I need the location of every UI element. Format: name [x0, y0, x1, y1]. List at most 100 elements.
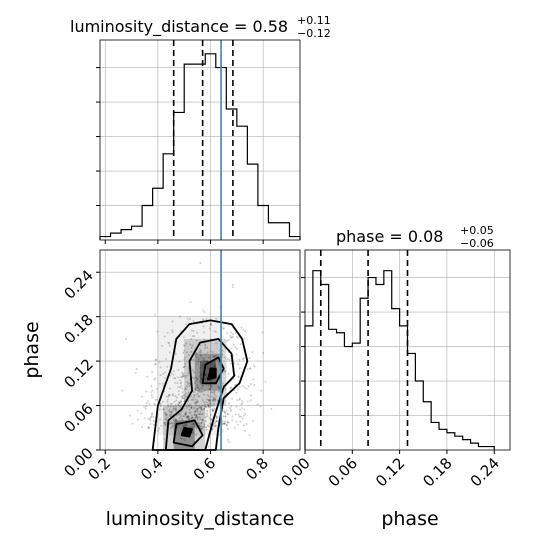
scatter-point	[207, 405, 210, 408]
scatter-point	[194, 353, 197, 356]
scatter-point	[221, 430, 224, 433]
scatter-point	[156, 330, 159, 333]
scatter-point	[226, 413, 229, 416]
scatter-point	[221, 327, 224, 330]
scatter-point	[185, 406, 188, 409]
scatter-point	[186, 416, 189, 419]
scatter-point	[209, 383, 212, 386]
scatter-point	[174, 408, 177, 411]
scatter-point	[196, 386, 199, 389]
scatter-point	[203, 423, 206, 426]
scatter-point	[150, 414, 153, 417]
scatter-point	[203, 331, 206, 334]
scatter-point	[172, 405, 175, 408]
scatter-point	[212, 354, 215, 357]
scatter-point	[145, 405, 148, 408]
scatter-point	[187, 391, 190, 394]
scatter-point	[231, 397, 234, 400]
scatter-point	[215, 331, 218, 334]
scatter-point	[203, 425, 206, 428]
scatter-point	[151, 370, 154, 373]
scatter-point	[181, 375, 184, 378]
scatter-point	[178, 413, 181, 416]
scatter-point	[211, 399, 214, 402]
scatter-point	[144, 407, 147, 410]
scatter-point	[222, 415, 225, 418]
scatter-point	[218, 386, 221, 389]
scatter-point	[160, 424, 163, 427]
scatter-point	[235, 335, 238, 338]
scatter-point	[173, 417, 176, 420]
scatter-point	[217, 361, 220, 364]
scatter-point	[154, 362, 157, 365]
scatter-point	[195, 426, 198, 429]
scatter-point	[204, 420, 207, 423]
scatter-point	[213, 355, 216, 358]
scatter-point	[167, 405, 170, 408]
scatter-point	[224, 370, 227, 373]
scatter-point	[201, 418, 204, 421]
scatter-point	[171, 329, 174, 332]
scatter-point	[187, 372, 190, 375]
scatter-point	[178, 360, 181, 363]
scatter-point	[226, 421, 229, 424]
scatter-point	[168, 351, 171, 354]
scatter-point	[174, 409, 177, 412]
scatter-point	[199, 354, 202, 357]
scatter-point	[237, 375, 240, 378]
phase-x-tick-label: 0.06	[325, 454, 361, 490]
scatter-point	[234, 346, 237, 349]
scatter-point	[166, 331, 169, 334]
scatter-point	[241, 358, 244, 361]
scatter-point	[201, 418, 204, 421]
scatter-point	[203, 338, 206, 341]
scatter-point	[190, 329, 193, 332]
scatter-point	[184, 387, 187, 390]
scatter-point	[193, 410, 196, 413]
scatter-point	[190, 417, 193, 420]
scatter-point	[204, 346, 207, 349]
scatter-point	[228, 407, 231, 410]
scatter-point	[193, 377, 196, 380]
scatter-point	[244, 412, 247, 415]
scatter-point	[193, 335, 196, 338]
scatter-point	[194, 388, 197, 391]
scatter-point	[249, 367, 252, 370]
scatter-point	[172, 394, 175, 397]
scatter-point	[199, 423, 202, 426]
scatter-point	[143, 405, 146, 408]
scatter-point	[214, 365, 217, 368]
scatter-point	[135, 367, 138, 370]
scatter-point	[174, 419, 177, 422]
scatter-point	[164, 423, 167, 426]
scatter-point	[195, 356, 198, 359]
scatter-point	[194, 411, 197, 414]
joint-panel: 0.2 0.4 0.6 0.80.000.060.120.180.24	[60, 249, 301, 484]
scatter-point	[182, 351, 185, 354]
scatter-point	[248, 433, 251, 436]
scatter-point	[153, 378, 156, 381]
scatter-point	[251, 419, 254, 422]
scatter-point	[240, 415, 243, 418]
scatter-point	[195, 415, 198, 418]
scatter-point	[159, 405, 162, 408]
x-axis-label-phase: phase	[381, 508, 438, 530]
scatter-point	[206, 346, 209, 349]
scatter-point	[185, 416, 188, 419]
phase-x-tick-label: 0.24	[467, 454, 503, 490]
scatter-point	[152, 419, 155, 422]
scatter-point	[212, 409, 215, 412]
scatter-point	[169, 422, 172, 425]
scatter-point	[210, 418, 213, 421]
scatter-point	[163, 335, 166, 338]
scatter-point	[218, 390, 221, 393]
scatter-point	[188, 382, 191, 385]
scatter-point	[194, 376, 197, 379]
scatter-point	[199, 406, 202, 409]
scatter-point	[184, 423, 187, 426]
scatter-point	[207, 445, 210, 448]
scatter-point	[187, 404, 190, 407]
scatter-point	[189, 343, 192, 346]
scatter-point	[182, 395, 185, 398]
